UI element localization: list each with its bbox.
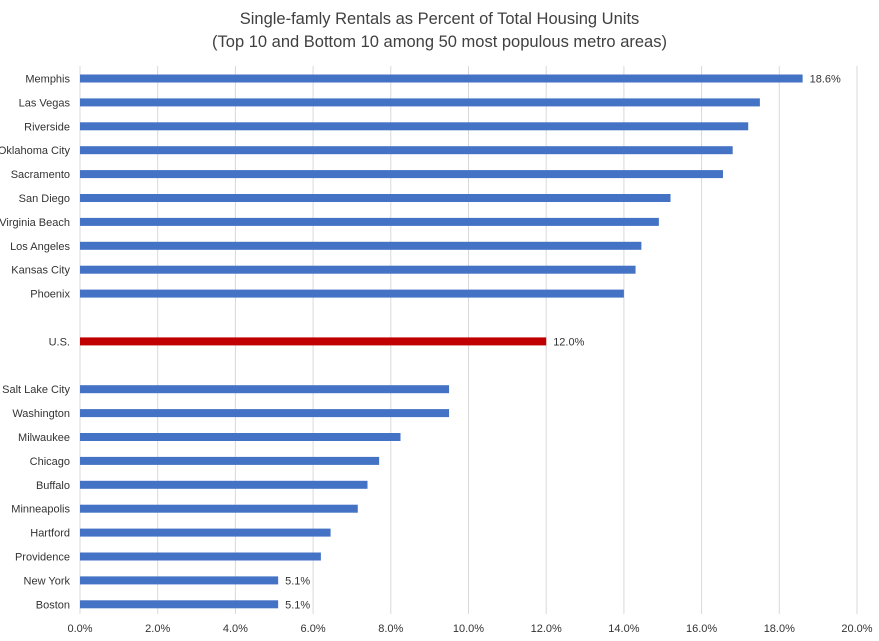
data-label: 12.0%: [553, 336, 584, 348]
x-tick-labels: 0.0% 2.0% 4.0% 6.0% 8.0% 10.0% 12.0% 14.0% 16.0%…: [67, 623, 872, 635]
data-label: 5.1%: [285, 599, 310, 611]
category-label: Phoenix: [30, 289, 70, 301]
data-label: 5.1%: [285, 575, 310, 587]
category-label: Kansas City: [11, 265, 70, 277]
x-tick-label: 12.0%: [531, 623, 562, 635]
data-label: 18.6%: [810, 74, 841, 86]
bar: [80, 552, 321, 561]
bar: [80, 98, 760, 107]
category-label: Riverside: [24, 121, 70, 133]
chart-title: Single-famly Rentals as Percent of Total…: [239, 10, 640, 28]
chart-title-block: Single-famly Rentals as Percent of Total…: [0, 8, 879, 54]
bars: [80, 74, 803, 609]
category-label: Minneapolis: [11, 504, 70, 516]
bar: [80, 385, 450, 394]
category-label: Boston: [36, 599, 70, 611]
bar: [80, 241, 642, 250]
bar: [80, 170, 723, 179]
bar: [80, 433, 401, 441]
category-label: Providence: [15, 552, 70, 564]
x-tick-label: 10.0%: [453, 623, 484, 635]
chart-subtitle: (Top 10 and Bottom 10 among 50 most popu…: [212, 33, 667, 51]
bar: [80, 576, 279, 585]
category-label: Hartford: [30, 528, 70, 540]
bar: [80, 409, 450, 418]
category-labels: Memphis Las Vegas Riverside Oklahoma City Sa…: [0, 74, 70, 612]
bar: [80, 504, 358, 513]
bar: [80, 194, 671, 202]
x-tick-label: 2.0%: [145, 623, 170, 635]
category-label: Sacramento: [11, 169, 70, 181]
category-label: Virginia Beach: [0, 217, 70, 229]
category-label: Memphis: [25, 74, 70, 86]
bar: [80, 265, 636, 274]
bar: [80, 217, 659, 226]
category-label: Salt Lake City: [2, 384, 70, 396]
bar: [80, 289, 624, 298]
bar: [80, 122, 749, 131]
bar: [80, 600, 279, 609]
bar: [80, 337, 547, 346]
category-label: New York: [24, 575, 71, 587]
x-tick-label: 8.0%: [378, 623, 403, 635]
x-tick-label: 18.0%: [764, 623, 795, 635]
x-tick-label: 20.0%: [841, 623, 872, 635]
bar: [80, 146, 733, 155]
category-label: Los Angeles: [10, 241, 70, 253]
category-label: Washington: [12, 408, 70, 420]
category-label: U.S.: [49, 336, 70, 348]
x-tick-label: 16.0%: [686, 623, 717, 635]
category-label: Oklahoma City: [0, 145, 70, 157]
category-label: Buffalo: [36, 480, 70, 492]
category-label: Milwaukee: [18, 432, 70, 444]
bar: [80, 74, 803, 83]
bar: [80, 456, 380, 465]
x-tick-label: 4.0%: [223, 623, 248, 635]
x-tick-label: 14.0%: [608, 623, 639, 635]
category-label: San Diego: [19, 193, 70, 205]
x-tick-label: 0.0%: [67, 623, 92, 635]
category-label: Chicago: [30, 456, 70, 468]
x-tick-label: 6.0%: [301, 623, 326, 635]
bar: [80, 480, 368, 489]
category-label: Las Vegas: [19, 97, 71, 109]
bar: [80, 528, 331, 537]
data-labels: 18.6% 12.0% 5.1% 5.1%: [285, 74, 841, 612]
